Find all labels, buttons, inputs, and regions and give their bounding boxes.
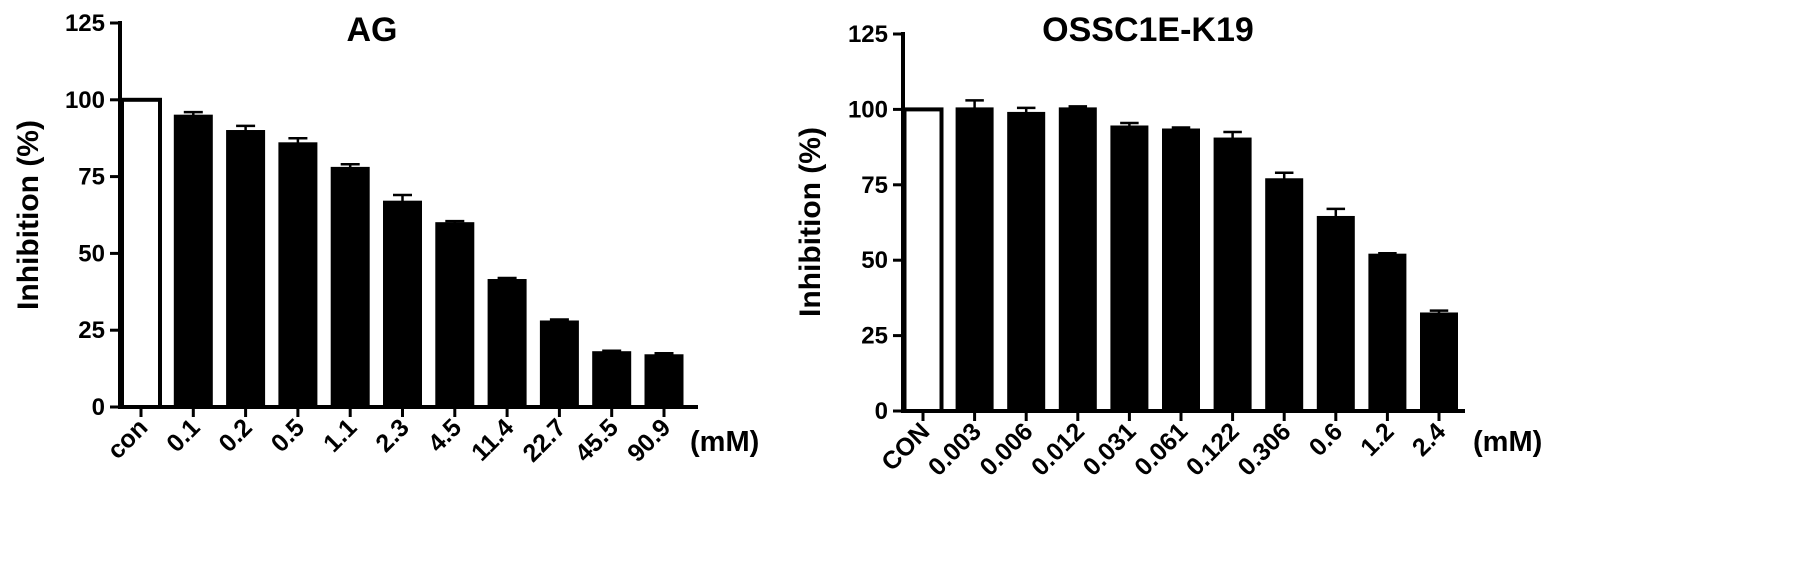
x-category-label: 4.5: [423, 413, 467, 457]
bar: [435, 222, 475, 408]
y-tick-label: 125: [65, 10, 105, 37]
x-category-label: 0.6: [1304, 417, 1348, 461]
bar: [487, 279, 527, 408]
y-tick-label: 75: [861, 172, 888, 199]
x-category-label: 0.003: [923, 417, 987, 481]
bar: [278, 142, 318, 408]
y-tick-label: 50: [861, 247, 888, 274]
bar: [1420, 312, 1458, 412]
bar: [1265, 178, 1304, 412]
y-tick-label: 25: [861, 323, 888, 350]
x-category-label: 0.2: [213, 413, 257, 457]
chart-panel-1: AG Inhibition (%) 0 25 50 75 100 125 con 0.1 0.2 0.…: [12, 10, 759, 468]
bar: [902, 107, 944, 414]
x-category-label: con: [102, 413, 153, 464]
x-category-label: 11.4: [466, 413, 519, 466]
y-tick-label: 100: [65, 87, 105, 114]
x-category-label: 2.4: [1407, 417, 1451, 461]
chart-panel-2: OSSC1E-K19 Inhibition (%) 0 25 50 75 100 125 CON…: [794, 11, 1542, 481]
x-category-label: 0.061: [1129, 417, 1193, 481]
bar: [539, 320, 579, 408]
bar: [330, 166, 370, 408]
x-category-label: 0.5: [266, 413, 310, 457]
x-category-label: 0.122: [1181, 417, 1245, 481]
y-tick-label: 50: [78, 240, 105, 267]
bar: [1316, 215, 1355, 412]
x-category-label: 1.1: [318, 413, 362, 457]
y-axis-label: Inhibition (%): [794, 127, 827, 317]
x-category-label: CON: [876, 417, 935, 476]
x-unit-label: (mM): [1473, 426, 1542, 458]
y-tick-label: 25: [78, 317, 105, 344]
x-category-label: 45.5: [570, 413, 624, 467]
bar: [1058, 107, 1097, 412]
x-category-label: 90.9: [622, 413, 676, 467]
bar: [644, 354, 684, 408]
x-category-label: 0.012: [1026, 417, 1090, 481]
x-category-label: 1.2: [1355, 417, 1399, 461]
x-unit-label: (mM): [690, 426, 759, 458]
y-tick-label: 0: [875, 398, 888, 425]
bar: [226, 130, 266, 408]
x-category-label: 2.3: [370, 413, 414, 457]
chart-title: OSSC1E-K19: [1042, 11, 1254, 49]
bar: [1110, 125, 1149, 412]
x-category-label: 0.031: [1078, 417, 1142, 481]
x-category-label: 0.306: [1232, 417, 1296, 481]
bar: [120, 97, 162, 410]
y-tick-label: 125: [848, 21, 888, 48]
bar: [1213, 137, 1252, 412]
chart-title: AG: [347, 11, 398, 49]
x-category-label: 22.7: [517, 413, 571, 467]
bar: [173, 114, 213, 408]
bar: [1162, 128, 1200, 412]
y-tick-label: 100: [848, 96, 888, 123]
x-category-label: 0.1: [161, 413, 205, 457]
y-tick-label: 75: [78, 164, 105, 191]
bar: [592, 351, 632, 408]
y-tick-label: 0: [92, 394, 105, 421]
bar: [1007, 111, 1046, 412]
bar: [1368, 253, 1407, 412]
bar: [955, 107, 994, 412]
x-category-label: 0.006: [974, 417, 1038, 481]
bar: [383, 200, 422, 408]
y-axis-label: Inhibition (%): [12, 120, 45, 310]
